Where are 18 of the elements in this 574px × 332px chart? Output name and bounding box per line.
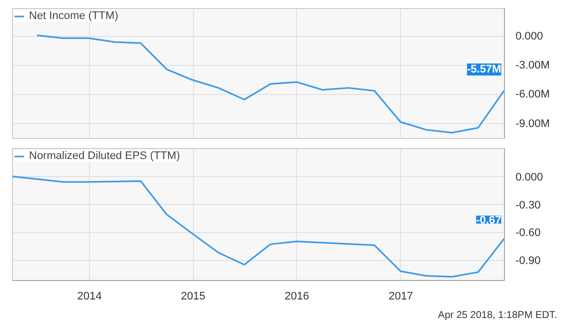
- line-series: [36, 34, 504, 134]
- x-tick-label: 2017: [388, 290, 414, 302]
- text: Apr 25 2018, 1:18PM EDT.: [438, 309, 557, 323]
- legend-label: Normalized Diluted EPS (TTM): [29, 150, 180, 162]
- line-series: [12, 176, 504, 278]
- y-tick-label: -0.60: [516, 227, 541, 240]
- y-tick-label: -9.00M: [516, 118, 550, 130]
- x-tick-label: 2016: [284, 290, 310, 302]
- y-tick-label: -6.00M: [516, 88, 550, 101]
- y-tick-label: -0.30: [516, 199, 541, 212]
- data-label: -5.57M: [466, 63, 502, 76]
- x-tick-label: 2015: [180, 290, 206, 302]
- legend-label: Net Income (TTM): [29, 10, 118, 22]
- y-tick-label: -0.90: [516, 255, 541, 268]
- x-tick-label: 2014: [77, 290, 102, 302]
- y-tick-label: 0.000: [516, 171, 544, 184]
- y-tick-label: 0.000: [516, 30, 544, 42]
- y-tick-label: -3.00M: [516, 59, 550, 72]
